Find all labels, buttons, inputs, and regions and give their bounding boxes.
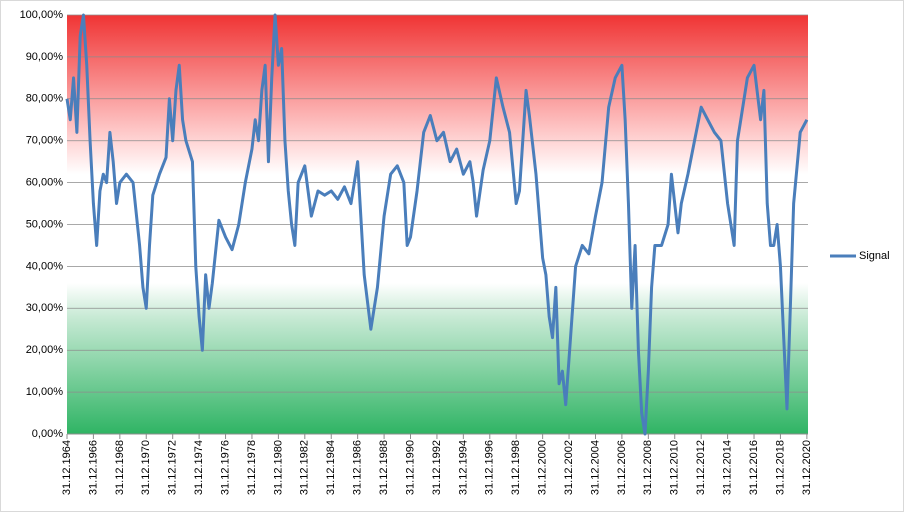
x-tick-label: 31.12.2006: [616, 440, 628, 495]
x-tick-label: 31.12.1982: [299, 440, 311, 495]
x-tick-label: 31.12.2018: [774, 440, 786, 495]
grid: [66, 14, 808, 439]
x-tick-label: 31.12.1976: [219, 440, 231, 495]
x-tick-label: 31.12.1974: [193, 440, 205, 495]
y-tick-label: 50,00%: [26, 218, 64, 230]
y-tick-label: 100,00%: [20, 9, 64, 21]
y-tick-label: 30,00%: [26, 302, 64, 314]
x-tick-label: 31.12.1988: [378, 440, 390, 495]
x-tick-label: 31.12.2016: [748, 440, 760, 495]
x-tick-label: 31.12.1966: [87, 440, 99, 495]
x-tick-label: 31.12.1980: [272, 440, 284, 495]
y-tick-label: 10,00%: [26, 386, 64, 398]
x-tick-label: 31.12.1998: [510, 440, 522, 495]
x-tick-label: 31.12.2010: [669, 440, 681, 495]
y-tick-label: 20,00%: [26, 344, 64, 356]
x-tick-label: 31.12.1972: [167, 440, 179, 495]
lines: [65, 13, 809, 436]
x-tick-label: 31.12.2020: [801, 440, 813, 495]
y-tick-label: 0,00%: [32, 428, 63, 440]
x-tick-label: 31.12.1978: [246, 440, 258, 495]
x-tick-label: 31.12.2000: [537, 440, 549, 495]
x-tick-label: 31.12.1986: [352, 440, 364, 495]
x-tick-label: 31.12.1970: [140, 440, 152, 495]
y-tick-label: 80,00%: [26, 93, 64, 105]
x-tick-label: 31.12.2004: [589, 440, 601, 495]
x-tick-label: 31.12.1964: [61, 440, 73, 495]
y-tick-label: 90,00%: [26, 51, 64, 63]
x-tick-label: 31.12.2002: [563, 440, 575, 495]
series-line: [65, 13, 809, 436]
legend-label: Signal: [859, 250, 890, 262]
x-tick-label: 31.12.1990: [404, 440, 416, 495]
x-tick-label: 31.12.1968: [114, 440, 126, 495]
x-tick-label: 31.12.2008: [642, 440, 654, 495]
x-tick-label: 31.12.1992: [431, 440, 443, 495]
labels: 0,00% 10,00% 20,00% 30,00% 40,00% 50,00% 60,00…: [20, 9, 890, 495]
x-tick-label: 31.12.1996: [484, 440, 496, 495]
x-tick-label: 31.12.1994: [457, 440, 469, 495]
y-tick-label: 60,00%: [26, 177, 64, 189]
y-tick-label: 40,00%: [26, 260, 64, 272]
x-tick-label: 31.12.1984: [325, 440, 337, 495]
y-tick-label: 70,00%: [26, 135, 64, 147]
x-tick-label: 31.12.2014: [721, 440, 733, 495]
x-tick-label: 31.12.2012: [695, 440, 707, 495]
